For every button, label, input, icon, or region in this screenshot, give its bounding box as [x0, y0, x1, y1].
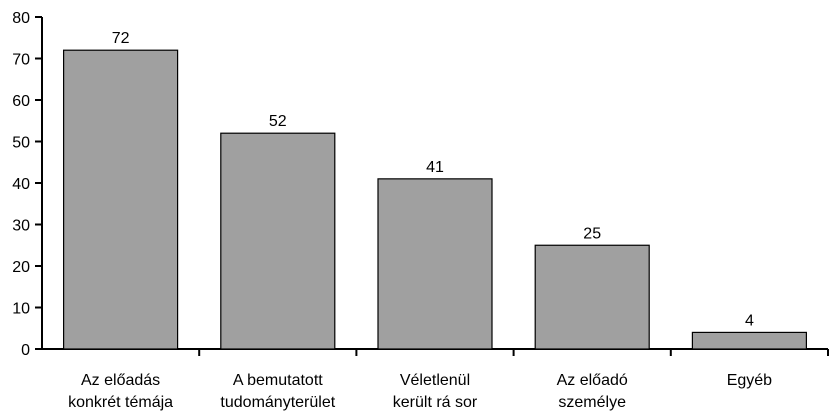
category-label: Az előadás konkrét témája: [68, 372, 173, 411]
bar: [377, 178, 493, 350]
category-label: Az előadó személye: [557, 372, 628, 411]
bars: [62, 49, 808, 350]
y-tick-label: 40: [12, 176, 30, 193]
category-label-line: Az előadó: [557, 372, 628, 389]
category-label-line: Egyéb: [727, 372, 772, 389]
y-tick-label: 60: [12, 93, 30, 110]
category-label-line: tudományterület: [220, 394, 335, 411]
category-label-line: személye: [558, 394, 626, 411]
data-label: 41: [426, 159, 444, 176]
data-labels: 72 52 41 25 4: [112, 30, 754, 329]
data-label: 25: [583, 225, 601, 242]
y-tick-label: 10: [12, 301, 30, 318]
category-label: Véletlenül került rá sor: [393, 372, 478, 411]
category-label: Egyéb: [727, 372, 772, 389]
bar: [691, 331, 808, 350]
data-label: 72: [112, 30, 130, 47]
category-label-line: konkrét témája: [68, 394, 173, 411]
data-label: 52: [269, 113, 287, 130]
y-axis: 0 10 20 30 40 50 60 70 80: [12, 10, 43, 359]
y-tick-label: 80: [12, 10, 30, 27]
category-label-line: Az előadás: [81, 372, 160, 389]
category-labels: Az előadás konkrét témája A bemutatott tudo…: [68, 372, 772, 411]
category-label: A bemutatott tudományterület: [220, 372, 335, 411]
bar: [220, 132, 336, 350]
x-axis: [42, 348, 829, 356]
category-label-line: Véletlenül: [400, 372, 470, 389]
y-tick-label: 0: [21, 342, 30, 359]
data-label: 4: [745, 312, 754, 329]
category-label-line: A bemutatott: [233, 372, 323, 389]
y-tick-label: 70: [12, 52, 30, 69]
y-tick-label: 50: [12, 135, 30, 152]
y-tick-label: 30: [12, 218, 30, 235]
bar: [62, 49, 179, 350]
category-label-line: került rá sor: [393, 394, 478, 411]
bar: [534, 244, 650, 350]
y-tick-label: 20: [12, 259, 30, 276]
